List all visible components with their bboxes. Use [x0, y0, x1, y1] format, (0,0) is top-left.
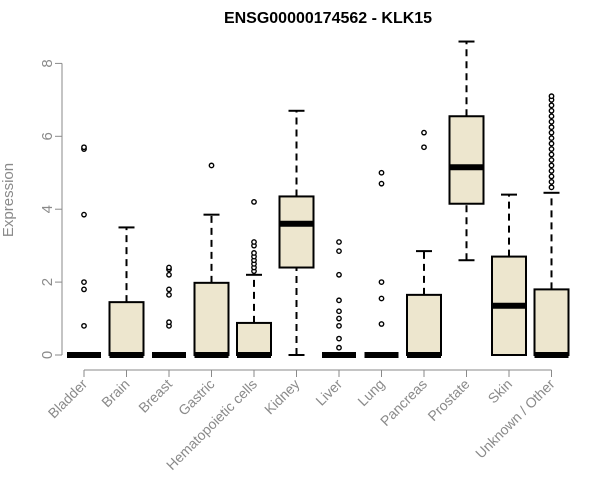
x-tick-label: Bladder	[45, 376, 91, 422]
x-tick-label: Prostate	[424, 376, 472, 424]
y-tick-label: 0	[39, 351, 56, 359]
outlier-point	[166, 286, 172, 293]
outlier-point	[166, 319, 172, 326]
outlier-point	[548, 168, 555, 174]
box-group	[491, 193, 527, 356]
x-tick-label: Lung	[354, 376, 387, 409]
x-tick-label: Kidney	[261, 376, 303, 418]
outlier-point	[548, 107, 555, 114]
box-group	[533, 93, 570, 358]
outlier-point	[336, 322, 342, 329]
box	[108, 301, 145, 356]
outlier-point	[378, 180, 385, 187]
box-group	[193, 162, 230, 358]
outlier-point	[251, 250, 257, 256]
x-tick-label: Breast	[135, 376, 175, 416]
box-group	[67, 144, 101, 358]
box	[406, 293, 442, 357]
outlier-point	[548, 178, 555, 185]
box	[533, 288, 570, 357]
outlier-point	[336, 297, 342, 304]
outlier-point	[336, 271, 342, 278]
outlier-point	[548, 118, 555, 125]
box-group	[278, 109, 315, 356]
outlier-point	[378, 279, 385, 285]
outlier-point	[251, 199, 257, 205]
outlier-point	[81, 279, 87, 285]
outlier-point	[548, 140, 555, 147]
outlier-point	[166, 271, 172, 278]
box-group	[406, 129, 442, 358]
chart-title: ENSG00000174562 - KLK15	[224, 10, 432, 27]
box	[193, 281, 230, 357]
outlier-point	[81, 144, 87, 151]
outlier-point	[548, 184, 555, 191]
x-tick-label: Liver	[312, 376, 345, 409]
y-axis: 0 2 4 6 8	[39, 59, 63, 359]
outlier-point	[548, 93, 555, 100]
y-tick-label: 2	[39, 278, 56, 286]
outlier-point	[166, 264, 172, 271]
outlier-point	[378, 295, 385, 302]
x-tick-label: Pancreas	[377, 376, 430, 429]
outlier-point	[421, 129, 427, 136]
outlier-point	[548, 102, 555, 109]
outlier-point	[378, 169, 385, 176]
outlier-point	[548, 162, 555, 169]
outlier-point	[166, 291, 172, 298]
outlier-point	[421, 144, 427, 151]
box-group	[364, 169, 399, 358]
outlier-point	[336, 315, 342, 322]
outlier-point	[336, 335, 342, 342]
outlier-point	[378, 321, 385, 327]
outlier-point	[81, 286, 87, 293]
x-tick-label: Skin	[485, 376, 516, 407]
plot-area	[67, 40, 570, 358]
outlier-point	[336, 344, 342, 351]
box-group	[448, 40, 485, 262]
outlier-point	[548, 157, 555, 163]
outlier-point	[336, 239, 342, 245]
y-tick-label: 6	[39, 132, 56, 140]
outlier-point	[336, 308, 342, 315]
outlier-point	[251, 239, 257, 245]
outlier-point	[81, 211, 87, 218]
box-group	[322, 239, 356, 358]
outlier-point	[548, 146, 555, 152]
x-tick-label: Unknown / Other	[472, 376, 558, 462]
outlier-point	[208, 162, 215, 169]
outlier-point	[548, 151, 555, 158]
x-tick-label: Brain	[98, 376, 132, 410]
outlier-point	[548, 124, 555, 131]
outlier-point	[548, 135, 555, 142]
box-group	[108, 226, 145, 358]
y-axis-label: Expression	[0, 163, 17, 237]
outlier-point	[548, 113, 555, 120]
y-tick-label: 8	[39, 59, 56, 67]
box	[448, 115, 485, 205]
y-tick-label: 4	[39, 205, 56, 213]
outlier-point	[336, 248, 342, 255]
box-group	[152, 264, 186, 358]
outlier-point	[548, 173, 555, 180]
box	[236, 321, 272, 357]
outlier-point	[548, 129, 555, 136]
box-group	[236, 199, 272, 358]
box	[278, 195, 315, 269]
outlier-point	[81, 322, 87, 329]
